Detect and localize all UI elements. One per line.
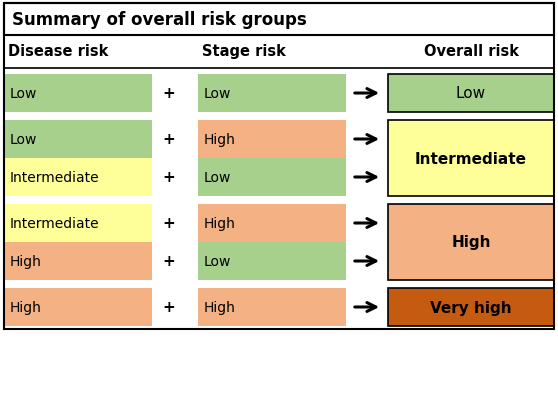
Bar <box>388 121 554 197</box>
Text: High: High <box>10 300 42 314</box>
Bar <box>4 4 554 36</box>
Text: Disease risk: Disease risk <box>8 44 108 59</box>
Text: Low: Low <box>204 254 232 268</box>
Text: Very high: Very high <box>430 300 512 315</box>
Bar <box>4 75 152 113</box>
Bar <box>4 121 152 159</box>
Text: High: High <box>204 300 236 314</box>
Text: +: + <box>162 216 175 231</box>
Bar <box>4 159 152 197</box>
Text: Low: Low <box>10 133 37 147</box>
Bar <box>198 288 346 326</box>
Text: +: + <box>162 170 175 185</box>
Text: Intermediate: Intermediate <box>10 171 100 185</box>
Text: Low: Low <box>204 171 232 185</box>
Text: High: High <box>451 235 490 250</box>
Bar <box>4 204 152 242</box>
Bar <box>4 242 152 280</box>
Text: Low: Low <box>456 86 486 101</box>
Text: Summary of overall risk groups: Summary of overall risk groups <box>12 11 307 29</box>
Bar <box>388 288 554 326</box>
Text: Low: Low <box>10 87 37 101</box>
Bar <box>198 75 346 113</box>
Bar <box>198 242 346 280</box>
Bar <box>198 204 346 242</box>
Text: High: High <box>204 133 236 147</box>
Text: +: + <box>162 254 175 269</box>
Text: High: High <box>204 216 236 230</box>
Text: Overall risk: Overall risk <box>424 44 518 59</box>
Text: +: + <box>162 86 175 101</box>
Text: Intermediate: Intermediate <box>10 216 100 230</box>
Bar <box>198 121 346 159</box>
Text: High: High <box>10 254 42 268</box>
Bar <box>4 4 554 329</box>
Text: Stage risk: Stage risk <box>202 44 286 59</box>
Text: Intermediate: Intermediate <box>415 151 527 166</box>
Bar <box>388 204 554 280</box>
Bar <box>198 159 346 197</box>
Bar <box>388 75 554 113</box>
Text: +: + <box>162 300 175 315</box>
Bar <box>4 288 152 326</box>
Text: Low: Low <box>204 87 232 101</box>
Text: +: + <box>162 132 175 147</box>
